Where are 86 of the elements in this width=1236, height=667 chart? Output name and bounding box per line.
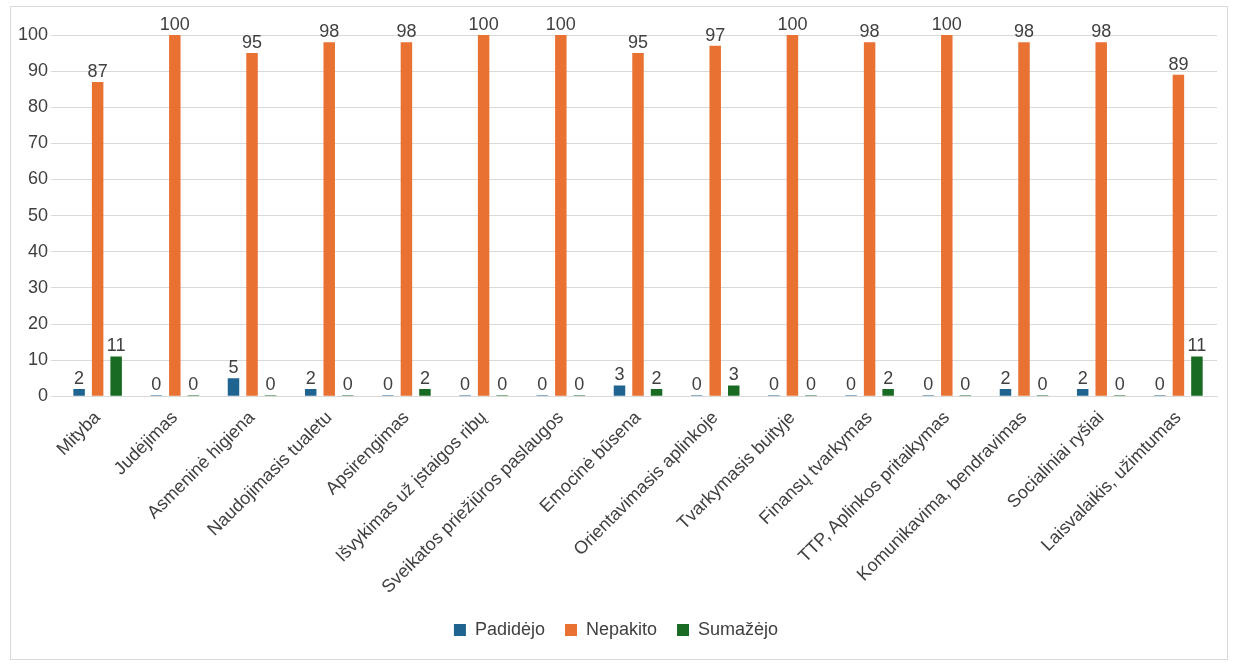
y-tick-label: 50 [28,204,49,225]
bar [709,45,721,396]
bar [477,35,490,396]
data-label: 2 [1000,368,1011,389]
data-label: 2 [883,368,894,389]
data-label: 2 [305,368,316,389]
data-label: 98 [859,21,880,42]
bar [1095,42,1107,396]
legend-label: Padidėjo [474,618,545,639]
bar [227,378,240,396]
y-tick-label: 0 [38,385,49,406]
bar [73,389,85,396]
data-label: 0 [768,374,779,395]
data-label: 0 [960,374,971,395]
bar [882,389,894,396]
bar [110,356,122,396]
bar [169,35,181,396]
data-label: 0 [265,374,276,395]
bar [1191,356,1203,396]
bar [728,385,740,396]
data-label: 2 [1077,368,1088,389]
data-label: 2 [651,368,662,389]
bar [1018,42,1030,396]
data-label: 95 [628,32,649,53]
data-label: 0 [1114,374,1125,395]
data-label: 2 [419,368,430,389]
bar [613,385,626,396]
data-label: 11 [106,335,126,356]
data-label: 0 [151,374,162,395]
bar [1076,389,1089,396]
data-label: 0 [805,374,816,395]
y-tick-label: 30 [28,276,49,297]
y-tick-label: 20 [28,312,49,333]
data-label: 11 [1187,335,1207,356]
y-tick-label: 70 [28,132,49,153]
data-label: 0 [574,374,585,395]
bar [999,389,1012,396]
data-label: 0 [460,374,471,395]
data-label: 0 [1037,374,1048,395]
y-tick-label: 10 [28,349,49,370]
data-label: 89 [1168,53,1189,74]
data-label: 5 [228,357,239,378]
bar [786,35,799,396]
y-tick-label: 90 [28,60,49,81]
bar [941,35,953,396]
y-tick-label: 100 [17,23,49,44]
data-label: 0 [188,374,199,395]
data-label: 98 [1091,21,1112,42]
bar [400,42,413,396]
data-label: 100 [468,13,499,34]
data-label: 100 [777,13,808,34]
data-label: 95 [242,32,263,53]
bar [419,389,431,396]
y-tick-label: 80 [28,96,49,117]
data-label: 0 [382,374,393,395]
data-label: 98 [1013,21,1035,42]
data-label: 0 [1154,374,1165,395]
data-label: 0 [846,374,857,395]
data-label: 0 [497,374,508,395]
bar [650,389,663,396]
bar [863,42,876,396]
data-label: 100 [545,13,576,34]
data-label: 97 [705,24,726,45]
data-label: 98 [396,21,417,42]
bar [1172,74,1185,396]
data-label: 3 [614,364,625,385]
data-label: 3 [728,364,739,385]
legend-label: Nepakito [585,618,658,639]
data-label: 98 [319,21,340,42]
legend-label: Sumažėjo [698,618,779,639]
data-label: 100 [931,13,962,34]
y-tick-label: 60 [28,168,49,189]
y-tick-label: 40 [28,240,49,261]
bar [91,81,104,396]
data-label: 2 [74,368,85,389]
data-label: 0 [342,374,353,395]
data-label: 0 [537,374,548,395]
data-label: 0 [691,374,702,395]
bar [323,42,335,396]
bar [304,389,317,396]
bar [632,53,644,396]
bar [246,53,258,396]
data-label: 0 [923,374,934,395]
bar [555,35,567,396]
data-label: 100 [159,13,190,34]
data-label: 87 [87,60,108,81]
